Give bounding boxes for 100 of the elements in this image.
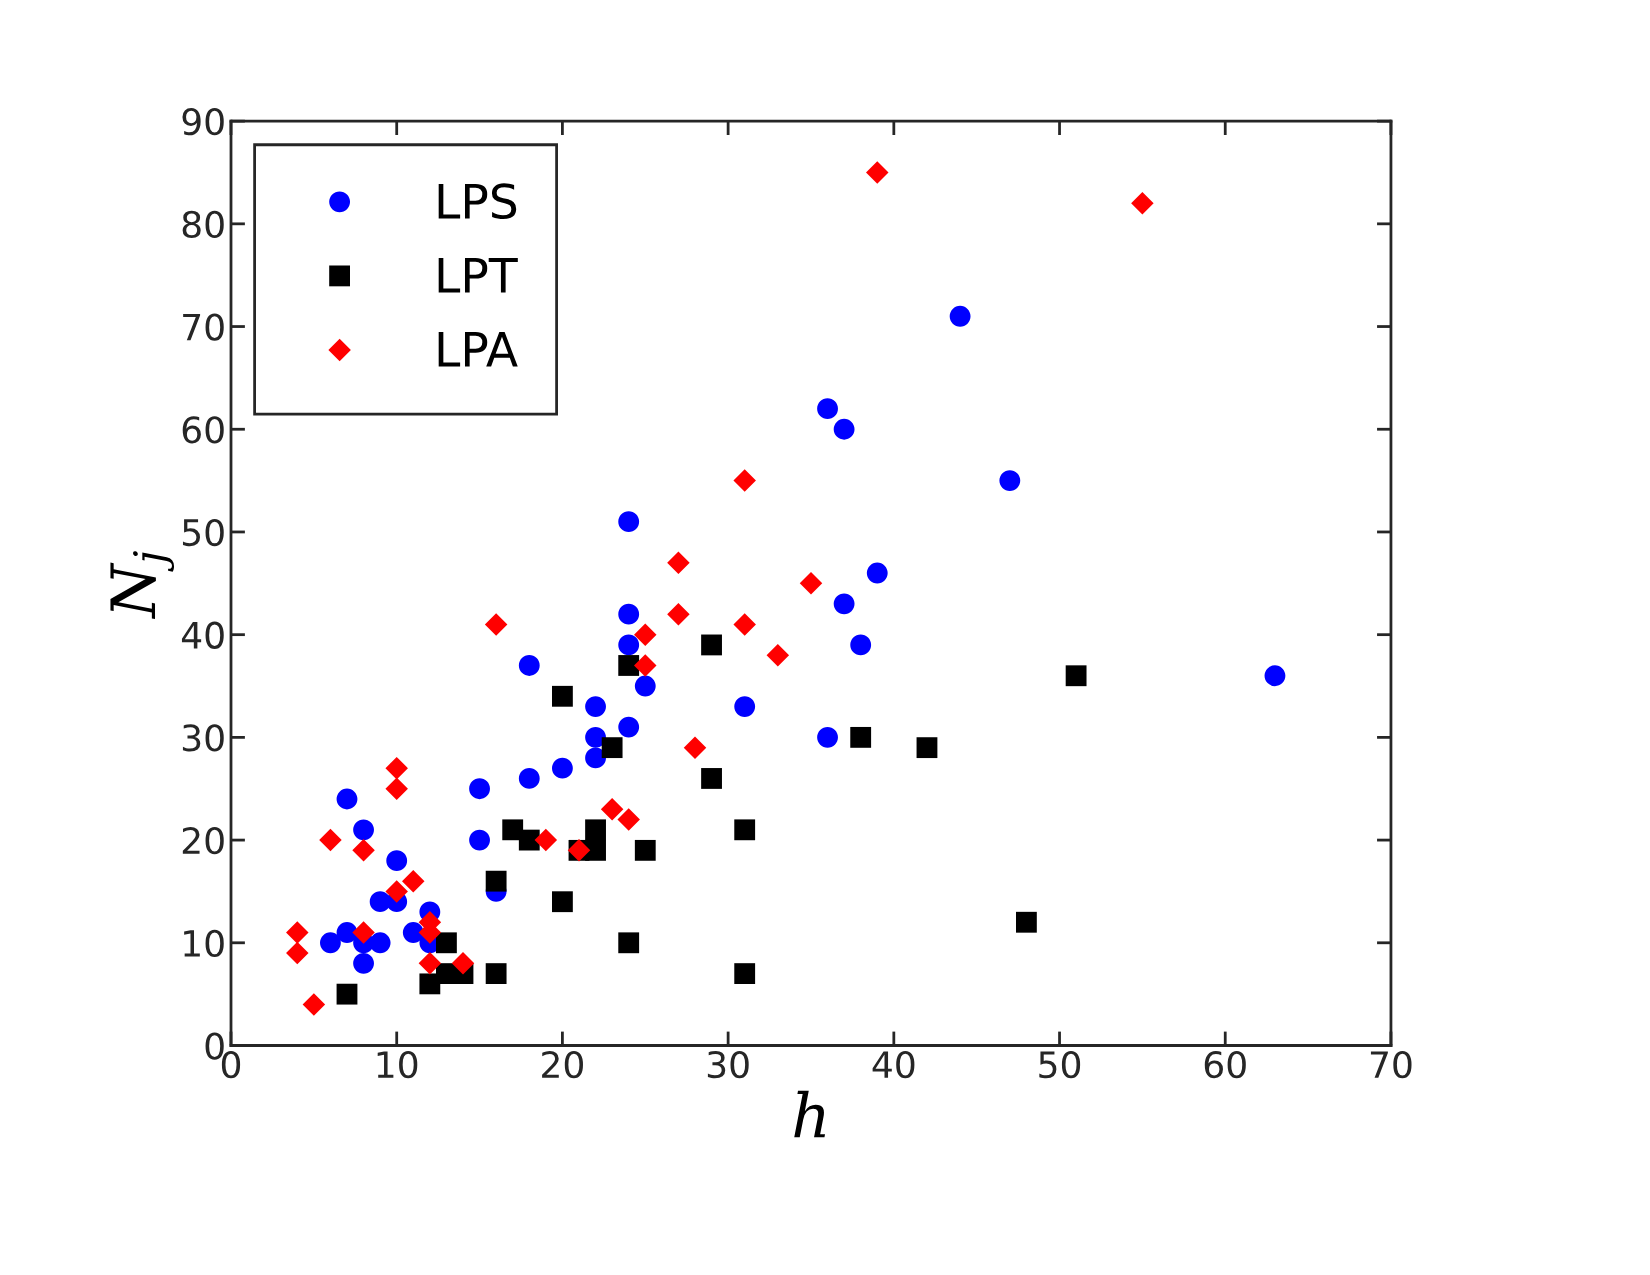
x-tick-label: 10 (377, 1051, 418, 1079)
y-tick-label: 0 (205, 1032, 224, 1060)
point (683, 736, 707, 759)
point (585, 819, 606, 841)
point (418, 952, 442, 975)
point (634, 839, 656, 861)
point (734, 819, 756, 841)
y-tick-label: 70 (183, 313, 224, 341)
point (469, 778, 490, 800)
point (518, 655, 540, 676)
y-tick-label: 40 (181, 621, 224, 649)
point (1065, 665, 1087, 687)
point (353, 952, 374, 974)
point (320, 932, 341, 954)
y-tick-label: 90 (182, 108, 224, 136)
point (319, 828, 342, 852)
point (485, 963, 507, 985)
point (1131, 192, 1154, 215)
x-tick-label: 30 (707, 1051, 749, 1079)
point (817, 398, 838, 420)
point (667, 551, 690, 575)
point (386, 850, 408, 872)
point (701, 768, 722, 789)
point (336, 788, 358, 810)
point (585, 726, 606, 748)
point (552, 757, 573, 779)
y-axis-title: N$_{j}$ (110, 551, 175, 620)
point (850, 726, 872, 748)
point (1264, 665, 1286, 687)
x-tick-label: 40 (872, 1051, 915, 1079)
x-tick-label: 0 (221, 1051, 241, 1079)
x-tick-label: 70 (1370, 1051, 1412, 1079)
point (552, 891, 573, 913)
legend-label: LPT (438, 258, 518, 293)
point (601, 737, 623, 759)
point (733, 469, 756, 492)
point (534, 828, 558, 852)
point (618, 932, 640, 954)
point (634, 675, 656, 697)
point (618, 511, 640, 533)
point (286, 921, 309, 944)
point (385, 756, 408, 780)
point (833, 593, 855, 615)
y-tick-label: 80 (182, 210, 224, 239)
point (485, 870, 507, 892)
point (484, 613, 508, 636)
point (999, 470, 1021, 492)
point (600, 798, 624, 821)
point (402, 922, 424, 943)
point (385, 777, 408, 800)
point (402, 869, 425, 893)
legend-label: LPA (438, 332, 518, 367)
point (916, 737, 938, 759)
point (734, 696, 756, 717)
point (866, 562, 888, 584)
point (667, 602, 690, 626)
point (518, 768, 540, 789)
point (618, 603, 640, 625)
point (766, 643, 790, 667)
y-tick-label: 10 (184, 929, 224, 958)
y-tick-label: 20 (182, 827, 224, 855)
point (734, 963, 756, 985)
point (701, 634, 722, 656)
point (518, 829, 540, 851)
point (352, 839, 375, 862)
y-tick-label: 50 (182, 518, 224, 547)
point (352, 921, 375, 944)
point (634, 654, 657, 677)
point (618, 655, 640, 676)
point (733, 613, 756, 636)
point (385, 880, 408, 903)
point (618, 634, 640, 656)
point (302, 993, 326, 1016)
point (502, 819, 524, 841)
x-tick-label: 20 (542, 1051, 583, 1079)
x-tick-label: 50 (1039, 1051, 1081, 1079)
point (634, 623, 657, 646)
point (469, 829, 490, 851)
point (817, 726, 838, 748)
point (833, 418, 855, 440)
point (369, 932, 391, 954)
point (336, 983, 358, 1005)
point (949, 305, 971, 327)
point (1015, 911, 1037, 933)
point (585, 696, 606, 717)
legend-label: LPS (438, 183, 517, 220)
point (585, 747, 606, 769)
point (850, 634, 872, 656)
point (353, 819, 374, 841)
point (436, 932, 457, 954)
point (552, 685, 573, 707)
x-axis-title: h (794, 1090, 826, 1138)
y-tick-label: 30 (182, 724, 224, 752)
x-tick-label: 60 (1204, 1051, 1246, 1079)
point (617, 808, 640, 831)
point (451, 952, 475, 975)
point (799, 572, 823, 595)
point (618, 716, 640, 738)
point (866, 161, 889, 184)
point (585, 839, 606, 861)
